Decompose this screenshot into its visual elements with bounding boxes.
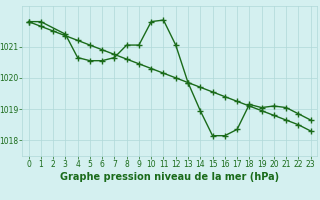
X-axis label: Graphe pression niveau de la mer (hPa): Graphe pression niveau de la mer (hPa) (60, 172, 279, 182)
